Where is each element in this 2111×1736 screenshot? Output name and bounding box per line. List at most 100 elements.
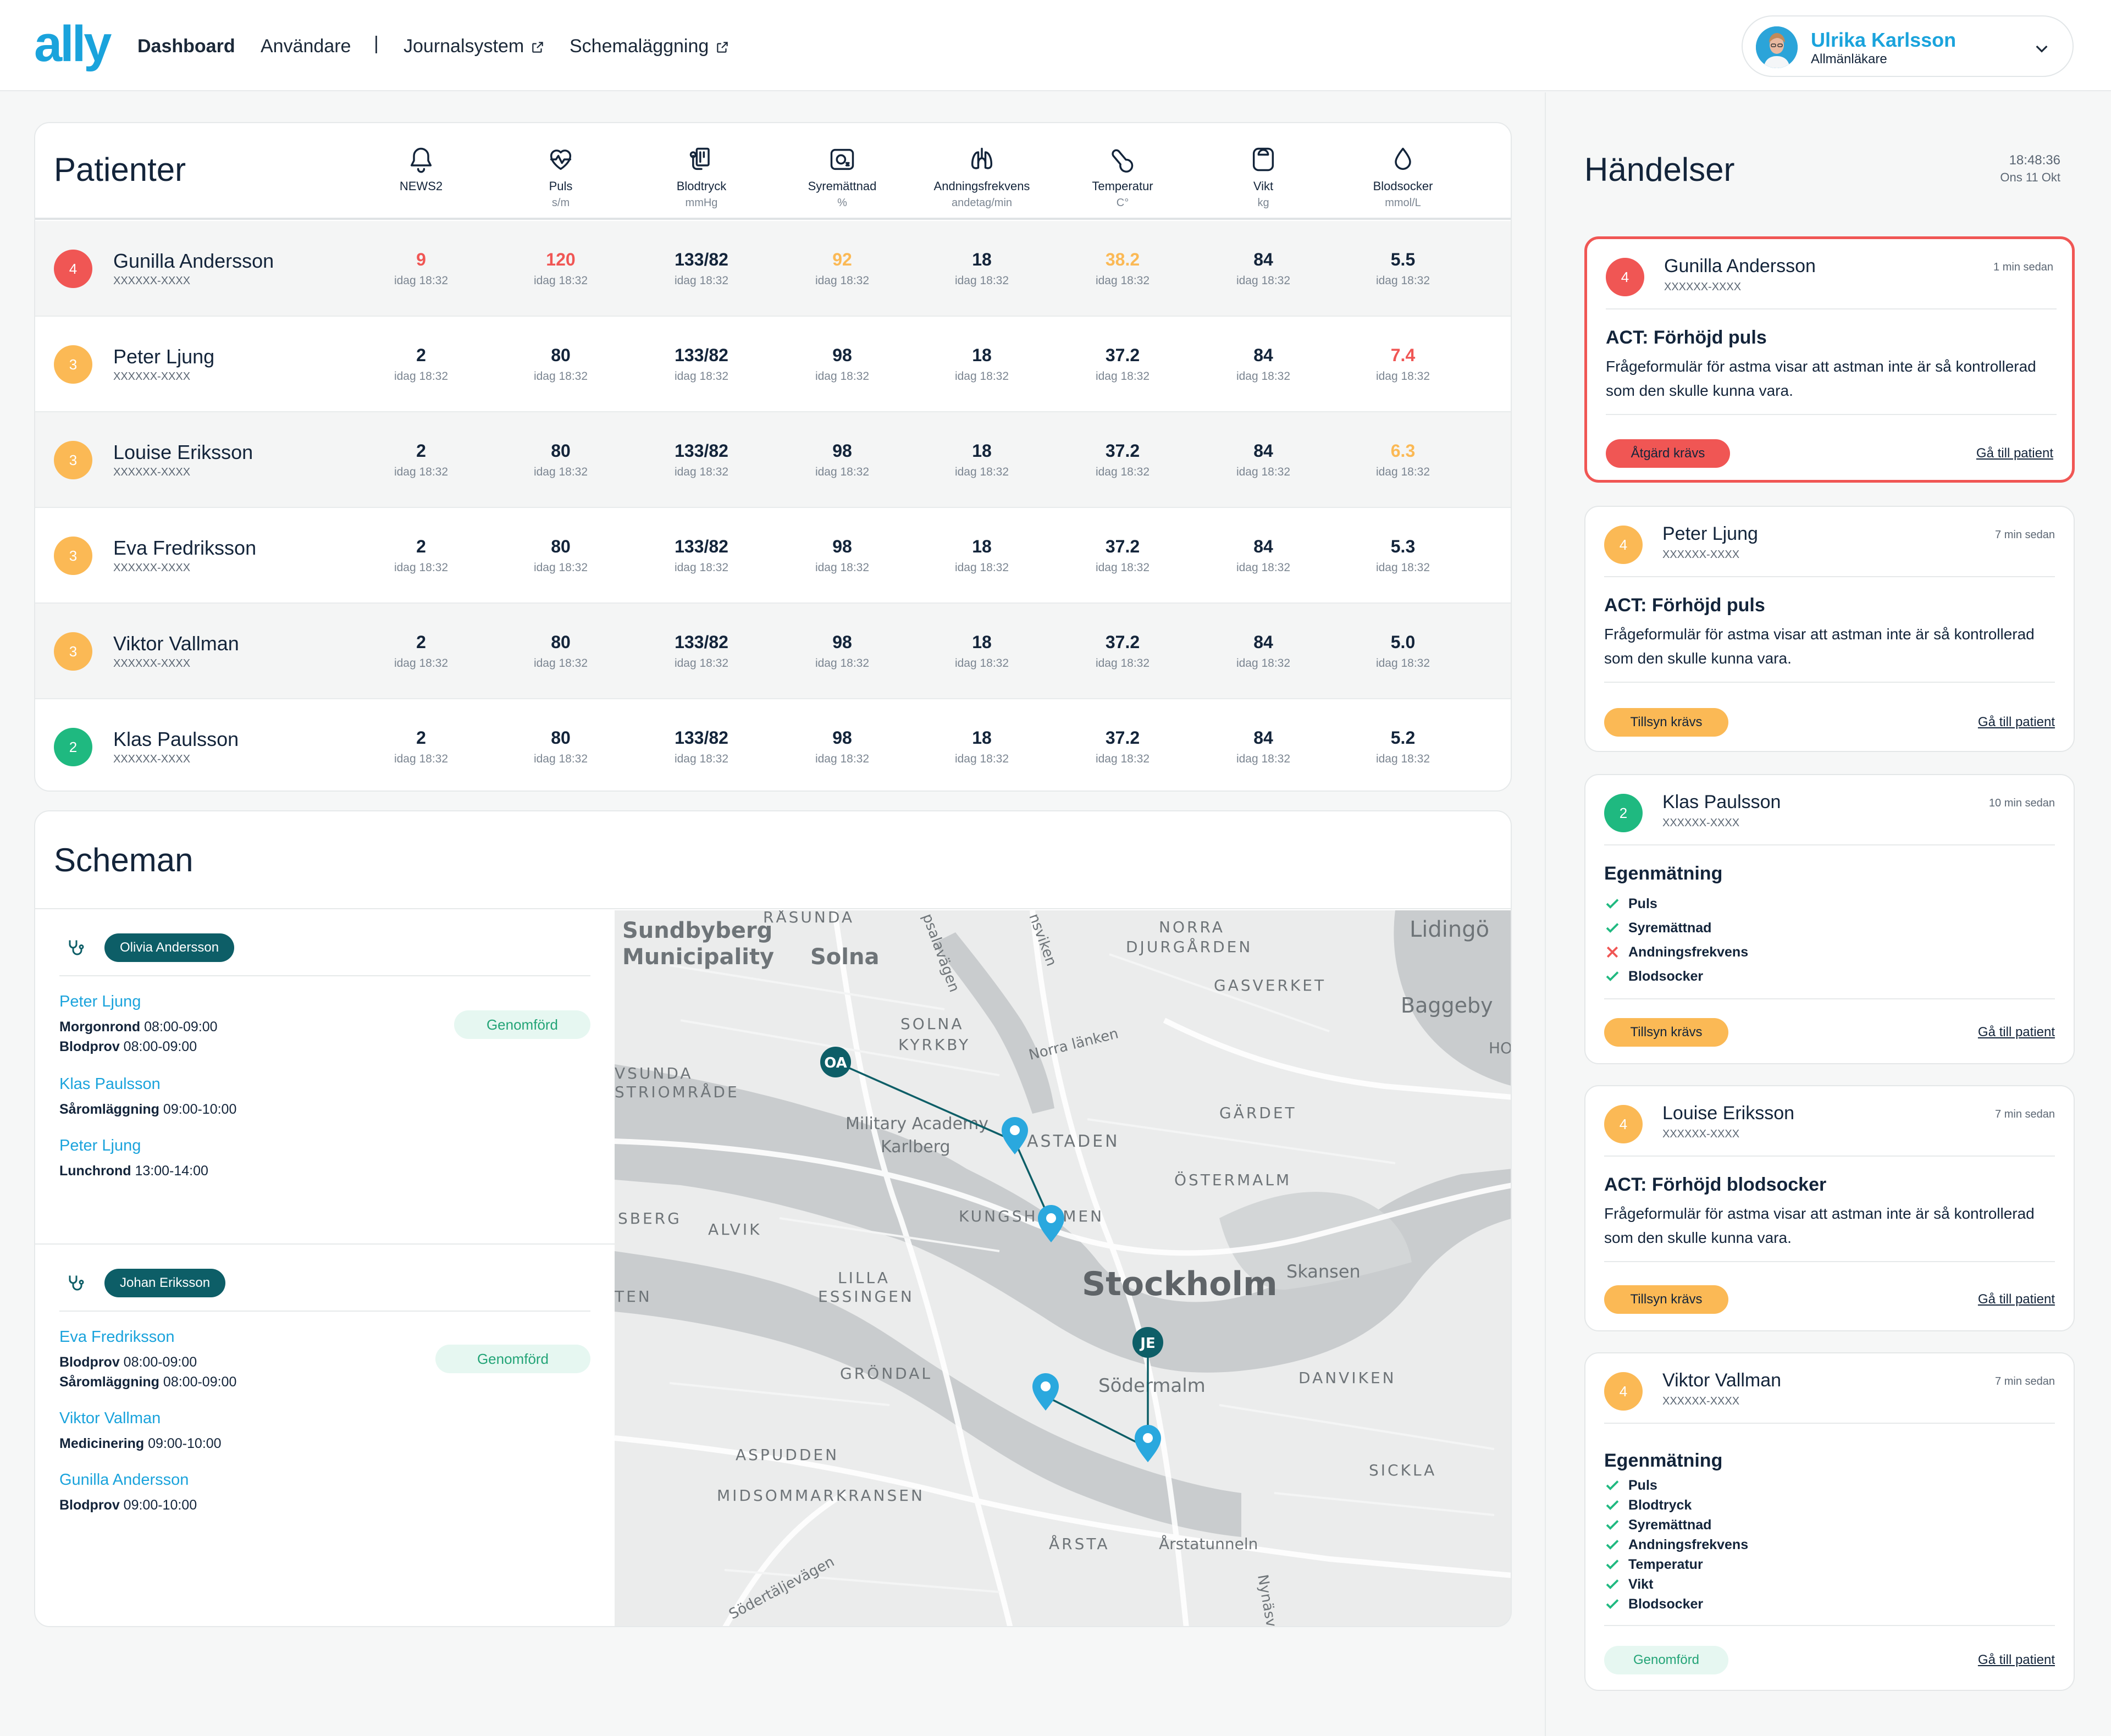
event-card[interactable]: 4 Gunilla Andersson XXXXXX-XXXX 1 min se… (1584, 236, 2075, 483)
vital-value: 98 (832, 441, 852, 461)
vital-timestamp: idag 18:32 (815, 753, 870, 765)
vital-timestamp: idag 18:32 (815, 370, 870, 383)
patient-name[interactable]: Eva Fredriksson (113, 537, 257, 559)
heart-pulse-icon (550, 150, 572, 170)
go-to-patient-link[interactable]: Gå till patient (1977, 1652, 2055, 1667)
vital-cell: 84 idag 18:32 (1208, 728, 1318, 766)
task-time: 13:00-14:00 (135, 1163, 208, 1179)
column-header[interactable]: Andningsfrekvens andetag/min (927, 140, 1037, 209)
vital-timestamp: idag 18:32 (674, 753, 729, 765)
event-card[interactable]: 4 Peter Ljung XXXXXX-XXXX 7 min sedan AC… (1584, 506, 2075, 752)
schedule-task: Blodprov 09:00-10:00 (59, 1497, 197, 1513)
table-row[interactable]: 2 Klas Paulsson XXXXXX-XXXX 2 idag 18:32 80 id… (35, 699, 1511, 790)
event-timestamp: 7 min sedan (1995, 1375, 2055, 1387)
map-label: ALVIK (708, 1220, 761, 1239)
patient-id: XXXXXX-XXXX (113, 753, 191, 765)
vital-value: 37.2 (1105, 345, 1140, 365)
vital-value: 2 (416, 632, 426, 652)
vital-value: 133/82 (675, 345, 728, 365)
vital-cell: 84 idag 18:32 (1208, 250, 1318, 288)
patient-name[interactable]: Viktor Vallman (113, 632, 239, 655)
vital-cell: 84 idag 18:32 (1208, 537, 1318, 574)
patient-name[interactable]: Gunilla Andersson (113, 250, 274, 272)
nav-anvandare[interactable]: Användare (261, 36, 351, 57)
nav-schemalaggning[interactable]: Schemaläggning (570, 34, 730, 58)
location-pin-icon[interactable] (1002, 1117, 1028, 1154)
event-heading: ACT: Förhöjd blodsocker (1604, 1174, 1827, 1195)
column-header[interactable]: Puls s/m (506, 140, 616, 209)
vital-cell: 92 idag 18:32 (787, 250, 897, 288)
go-to-patient-link[interactable]: Gå till patient (1977, 1025, 2055, 1040)
vital-timestamp: idag 18:32 (1095, 370, 1150, 383)
table-row[interactable]: 4 Gunilla Andersson XXXXXX-XXXX 9 idag 18:32… (35, 221, 1511, 317)
schedule-patient-link[interactable]: Peter Ljung (59, 1137, 141, 1154)
table-row[interactable]: 3 Louise Eriksson XXXXXX-XXXX 2 idag 18:32 80… (35, 412, 1511, 508)
task-name: Såromläggning (59, 1374, 159, 1390)
go-to-patient-link[interactable]: Gå till patient (1977, 715, 2055, 729)
table-row[interactable]: 3 Peter Ljung XXXXXX-XXXX 2 idag 18:32 80 idag… (35, 317, 1511, 412)
table-row[interactable]: 3 Eva Fredriksson XXXXXX-XXXX 2 idag 18:32 80… (35, 508, 1511, 604)
vital-value: 18 (972, 250, 992, 269)
user-name: Ulrika Karlsson (1811, 29, 1957, 51)
location-pin-icon[interactable] (1038, 1205, 1064, 1242)
go-to-patient-link[interactable]: Gå till patient (1977, 1292, 2055, 1307)
vital-timestamp: idag 18:32 (1095, 753, 1150, 765)
measurement-checklist: Puls Syremättnad Andningsfrekvens Blodso… (1604, 892, 1748, 988)
vital-cell: 120 idag 18:32 (506, 250, 616, 288)
vital-cell: 133/82 idag 18:32 (646, 345, 756, 383)
location-pin-icon[interactable] (1135, 1425, 1161, 1462)
schedule-patient-link[interactable]: Gunilla Andersson (59, 1471, 189, 1489)
schedule-patient-link[interactable]: Viktor Vallman (59, 1409, 161, 1427)
go-to-patient-link[interactable]: Gå till patient (1976, 446, 2053, 461)
vital-value: 98 (832, 632, 852, 652)
patient-name[interactable]: Louise Eriksson (113, 441, 253, 463)
column-header[interactable]: Vikt kg (1208, 140, 1318, 209)
vital-timestamp: idag 18:32 (954, 466, 1009, 478)
column-header[interactable]: Blodsocker mmol/L (1348, 140, 1458, 209)
schedule-patient-link[interactable]: Peter Ljung (59, 993, 141, 1010)
schedule-task: Medicinering 09:00-10:00 (59, 1436, 222, 1452)
check-item: Syremättnad (1604, 1515, 1748, 1535)
task-time: 09:00-10:00 (148, 1436, 222, 1451)
column-header[interactable]: Temperatur C° (1068, 140, 1178, 209)
column-header[interactable]: Syremättnad% (787, 140, 897, 209)
nav-dashboard[interactable]: Dashboard (137, 36, 235, 57)
table-row[interactable]: 3 Viktor Vallman XXXXXX-XXXX 2 idag 18:32 80 i… (35, 604, 1511, 699)
patient-name[interactable]: Klas Paulsson (113, 728, 239, 750)
column-header[interactable]: Blodtryck mmHg (646, 140, 756, 209)
check-label: Blodsocker (1628, 1596, 1704, 1612)
column-header[interactable]: NEWS2 (366, 140, 476, 197)
vital-cell: 9 idag 18:32 (366, 250, 476, 288)
vital-value: 18 (972, 441, 992, 461)
check-label: Andningsfrekvens (1628, 1536, 1749, 1552)
vital-cell: 2 idag 18:32 (366, 728, 476, 766)
vital-timestamp: idag 18:32 (394, 466, 449, 478)
check-item: Andningsfrekvens (1604, 1535, 1748, 1555)
column-label: NEWS2 (399, 179, 443, 193)
route-map[interactable]: Sundbyberg Municipality RÅSUNDA Solna ps… (615, 910, 1511, 1626)
vital-value: 80 (551, 441, 571, 461)
map-label: SOLNA (900, 1015, 964, 1033)
event-patient-id: XXXXXX-XXXX (1662, 549, 1740, 561)
schedules-card: Scheman Olivia Andersson Genomförd Peter… (34, 810, 1512, 1627)
patient-name[interactable]: Peter Ljung (113, 345, 215, 368)
nav-journalsystem[interactable]: Journalsystem (404, 34, 545, 58)
map-label: Military Academy (845, 1114, 988, 1134)
map-label: NORRA (1159, 918, 1225, 936)
vital-timestamp: idag 18:32 (1236, 466, 1291, 478)
nurse-marker-oa[interactable]: OA (820, 1047, 851, 1077)
nurse-tag[interactable]: Johan Eriksson (104, 1269, 226, 1297)
event-card[interactable]: 4 Louise Eriksson XXXXXX-XXXX 7 min seda… (1584, 1085, 2075, 1331)
schedule-patient-link[interactable]: Eva Fredriksson (59, 1328, 175, 1346)
schedule-patient-link[interactable]: Klas Paulsson (59, 1075, 161, 1093)
user-menu[interactable]: Ulrika Karlsson Allmänläkare (1742, 15, 2074, 77)
location-pin-icon[interactable] (1032, 1373, 1059, 1411)
nurse-marker-je[interactable]: JE (1132, 1327, 1163, 1358)
cross-icon (1606, 946, 1618, 958)
nurse-tag[interactable]: Olivia Andersson (104, 933, 235, 962)
nav-schemalaggning-label: Schemaläggning (570, 36, 709, 57)
event-card[interactable]: 4 Viktor Vallman XXXXXX-XXXX 7 min sedan… (1584, 1352, 2075, 1691)
ally-logo[interactable]: ally (34, 16, 112, 72)
vital-cell: 38.2 idag 18:32 (1068, 250, 1178, 288)
event-card[interactable]: 2 Klas Paulsson XXXXXX-XXXX 10 min sedan… (1584, 774, 2075, 1064)
